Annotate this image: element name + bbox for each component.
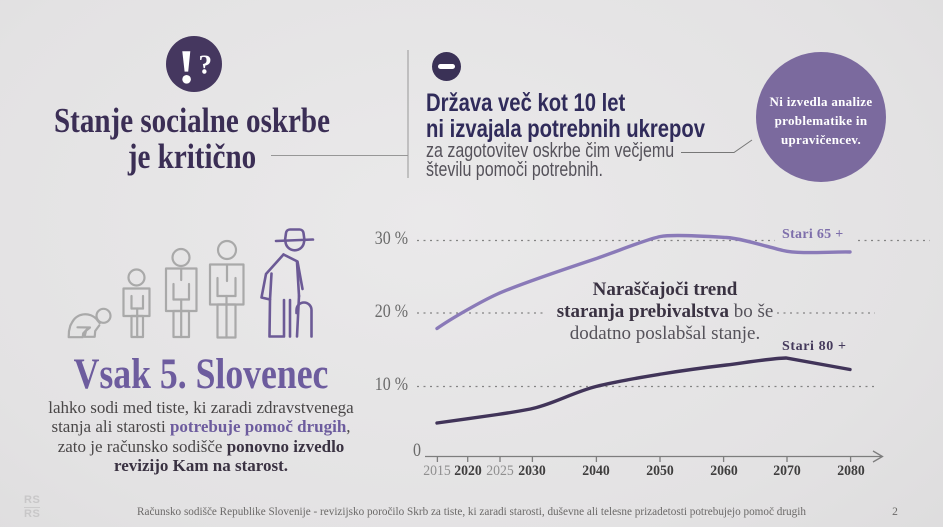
svg-text:?: ? <box>199 50 213 80</box>
